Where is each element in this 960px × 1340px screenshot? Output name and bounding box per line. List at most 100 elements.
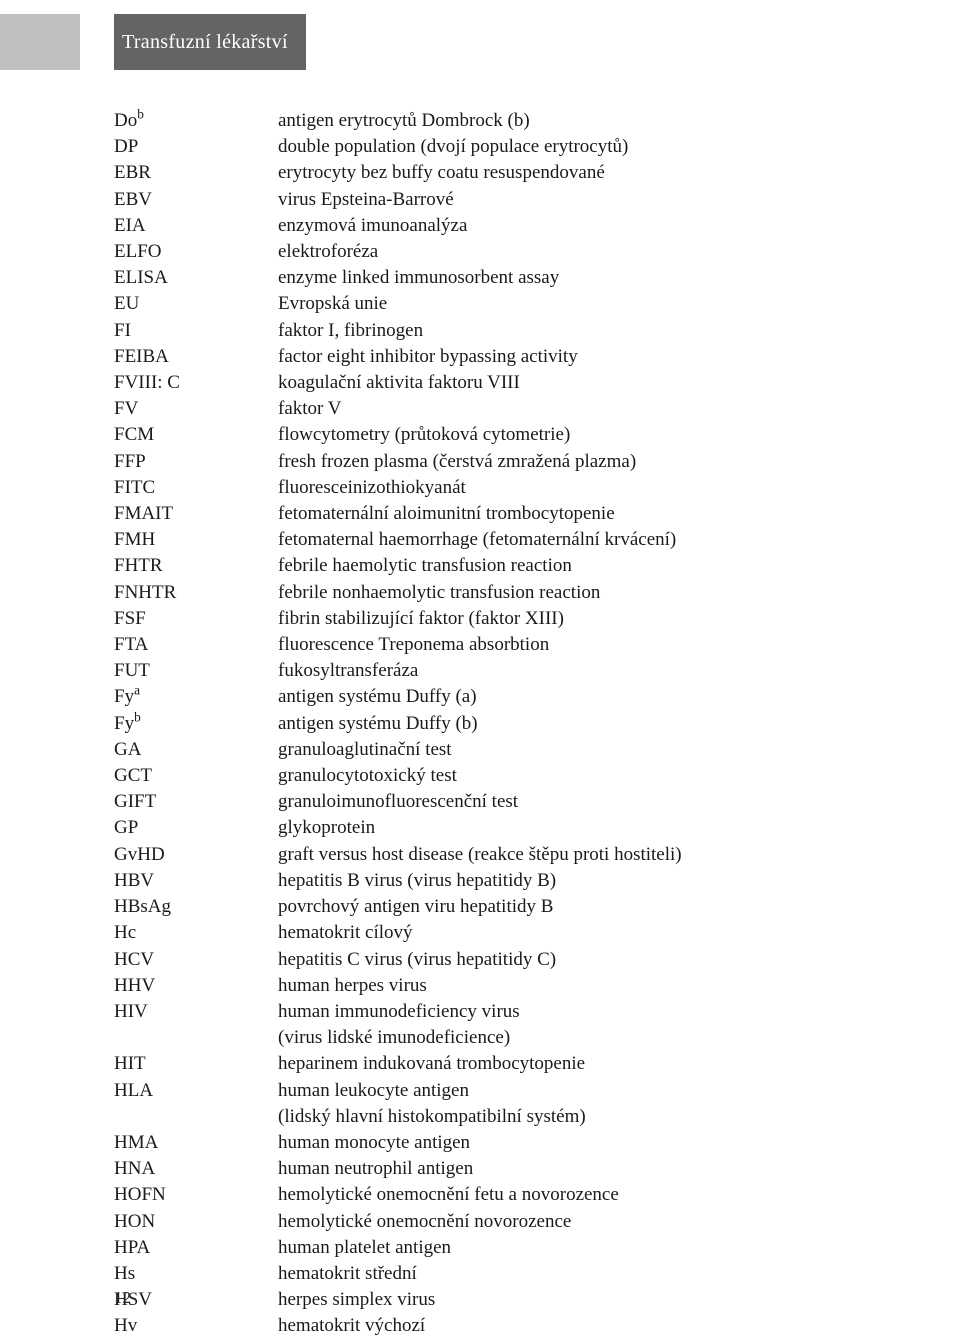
abbr-term: ELFO bbox=[114, 239, 278, 265]
abbr-term: GP bbox=[114, 815, 278, 841]
glossary-row: GCTgranulocytotoxický test bbox=[114, 763, 900, 789]
glossary-row: Dobantigen erytrocytů Dombrock (b) bbox=[114, 108, 900, 134]
abbr-definition: antigen systému Duffy (b) bbox=[278, 711, 900, 737]
header-gap bbox=[80, 14, 114, 70]
abbr-definition: faktor V bbox=[278, 396, 900, 422]
abbr-definition: herpes simplex virus bbox=[278, 1287, 900, 1313]
glossary-row: FHTRfebrile haemolytic transfusion react… bbox=[114, 553, 900, 579]
abbr-term: FVIII: C bbox=[114, 370, 278, 396]
abbr-term: FFP bbox=[114, 449, 278, 475]
glossary-row: GAgranuloaglutinační test bbox=[114, 737, 900, 763]
abbr-term: FV bbox=[114, 396, 278, 422]
abbr-term: FI bbox=[114, 318, 278, 344]
glossary-row: FEIBAfactor eight inhibitor bypassing ac… bbox=[114, 344, 900, 370]
abbr-definition: heparinem indukovaná trombocytopenie bbox=[278, 1051, 900, 1077]
glossary-row: (lidský hlavní histokompatibilní systém) bbox=[114, 1104, 900, 1130]
header-bar: Transfuzní lékařství bbox=[0, 14, 960, 70]
abbr-term: GA bbox=[114, 737, 278, 763]
abbr-definition: hepatitis B virus (virus hepatitidy B) bbox=[278, 868, 900, 894]
abbr-definition: hemolytické onemocnění fetu a novorozenc… bbox=[278, 1182, 900, 1208]
abbr-definition: Evropská unie bbox=[278, 291, 900, 317]
abbr-definition: human herpes virus bbox=[278, 973, 900, 999]
glossary-row: FIfaktor I, fibrinogen bbox=[114, 318, 900, 344]
abbr-term: EU bbox=[114, 291, 278, 317]
abbr-definition: hematokrit střední bbox=[278, 1261, 900, 1287]
glossary-row: HHVhuman herpes virus bbox=[114, 973, 900, 999]
abbr-definition: erytrocyty bez buffy coatu resuspendovan… bbox=[278, 160, 900, 186]
glossary-row: HMAhuman monocyte antigen bbox=[114, 1130, 900, 1156]
abbr-term: FMAIT bbox=[114, 501, 278, 527]
abbr-term: FTA bbox=[114, 632, 278, 658]
glossary-row: FVIII: Ckoagulační aktivita faktoru VIII bbox=[114, 370, 900, 396]
abbr-term: GvHD bbox=[114, 842, 278, 868]
abbr-definition: granuloimunofluorescenční test bbox=[278, 789, 900, 815]
glossary-row: FCMflowcytometry (průtoková cytometrie) bbox=[114, 422, 900, 448]
glossary-row: DPdouble population (dvojí populace eryt… bbox=[114, 134, 900, 160]
abbr-term: ELISA bbox=[114, 265, 278, 291]
abbr-definition: fluorescence Treponema absorbtion bbox=[278, 632, 900, 658]
abbr-definition: koagulační aktivita faktoru VIII bbox=[278, 370, 900, 396]
abbr-definition: fetomaternální aloimunitní trombocytopen… bbox=[278, 501, 900, 527]
glossary-row: HITheparinem indukovaná trombocytopenie bbox=[114, 1051, 900, 1077]
abbr-definition: povrchový antigen viru hepatitidy B bbox=[278, 894, 900, 920]
glossary-row: (virus lidské imunodeficience) bbox=[114, 1025, 900, 1051]
abbr-term: FITC bbox=[114, 475, 278, 501]
header-title-bar: Transfuzní lékařství bbox=[114, 14, 306, 70]
glossary-row: FNHTRfebrile nonhaemolytic transfusion r… bbox=[114, 580, 900, 606]
glossary-row: FFPfresh frozen plasma (čerstvá zmražená… bbox=[114, 449, 900, 475]
glossary-row: EUEvropská unie bbox=[114, 291, 900, 317]
abbr-definition: double population (dvojí populace erytro… bbox=[278, 134, 900, 160]
page: Transfuzní lékařství Dobantigen erytrocy… bbox=[0, 0, 960, 1336]
abbr-term: EBR bbox=[114, 160, 278, 186]
glossary-row: FTAfluorescence Treponema absorbtion bbox=[114, 632, 900, 658]
glossary-row: FITCfluoresceinizothiokyanát bbox=[114, 475, 900, 501]
glossary-list: Dobantigen erytrocytů Dombrock (b)DPdoub… bbox=[0, 108, 960, 1340]
abbr-definition: fetomaternal haemorrhage (fetomaternální… bbox=[278, 527, 900, 553]
abbr-definition: hepatitis C virus (virus hepatitidy C) bbox=[278, 947, 900, 973]
abbr-definition: granuloaglutinační test bbox=[278, 737, 900, 763]
glossary-row: HBVhepatitis B virus (virus hepatitidy B… bbox=[114, 868, 900, 894]
glossary-row: Hchematokrit cílový bbox=[114, 920, 900, 946]
abbr-term: HPA bbox=[114, 1235, 278, 1261]
glossary-row: HOFNhemolytické onemocnění fetu a novoro… bbox=[114, 1182, 900, 1208]
abbr-term: GIFT bbox=[114, 789, 278, 815]
abbr-term: EBV bbox=[114, 187, 278, 213]
abbr-definition: elektroforéza bbox=[278, 239, 900, 265]
page-number: 12 bbox=[114, 1288, 131, 1308]
abbr-term: HMA bbox=[114, 1130, 278, 1156]
abbr-term: FSF bbox=[114, 606, 278, 632]
abbr-term: HIV bbox=[114, 999, 278, 1025]
abbr-term: HSV bbox=[114, 1287, 278, 1313]
abbr-term: HNA bbox=[114, 1156, 278, 1182]
glossary-row: HCVhepatitis C virus (virus hepatitidy C… bbox=[114, 947, 900, 973]
abbr-term: HOFN bbox=[114, 1182, 278, 1208]
abbr-term: HLA bbox=[114, 1078, 278, 1104]
abbr-term: FCM bbox=[114, 422, 278, 448]
glossary-row: HNAhuman neutrophil antigen bbox=[114, 1156, 900, 1182]
abbr-definition: fukosyltransferáza bbox=[278, 658, 900, 684]
abbr-term: Hs bbox=[114, 1261, 278, 1287]
abbr-definition: faktor I, fibrinogen bbox=[278, 318, 900, 344]
glossary-row: HPAhuman platelet antigen bbox=[114, 1235, 900, 1261]
abbr-term: Dob bbox=[114, 108, 278, 134]
abbr-term bbox=[114, 1025, 278, 1051]
abbr-definition: enzyme linked immunosorbent assay bbox=[278, 265, 900, 291]
abbr-definition: febrile nonhaemolytic transfusion reacti… bbox=[278, 580, 900, 606]
header-title: Transfuzní lékařství bbox=[122, 31, 288, 54]
abbr-term: HHV bbox=[114, 973, 278, 999]
abbr-superscript: b bbox=[134, 709, 141, 724]
abbr-term: FNHTR bbox=[114, 580, 278, 606]
abbr-term: Fya bbox=[114, 684, 278, 710]
glossary-row: GIFTgranuloimunofluorescenční test bbox=[114, 789, 900, 815]
glossary-row: HIVhuman immunodeficiency virus bbox=[114, 999, 900, 1025]
abbr-definition: human platelet antigen bbox=[278, 1235, 900, 1261]
abbr-definition: antigen systému Duffy (a) bbox=[278, 684, 900, 710]
abbr-term: FMH bbox=[114, 527, 278, 553]
abbr-definition: glykoprotein bbox=[278, 815, 900, 841]
abbr-term: FUT bbox=[114, 658, 278, 684]
glossary-row: Hshematokrit střední bbox=[114, 1261, 900, 1287]
abbr-term: Fyb bbox=[114, 711, 278, 737]
abbr-definition: antigen erytrocytů Dombrock (b) bbox=[278, 108, 900, 134]
abbr-term: FEIBA bbox=[114, 344, 278, 370]
abbr-definition: hematokrit cílový bbox=[278, 920, 900, 946]
